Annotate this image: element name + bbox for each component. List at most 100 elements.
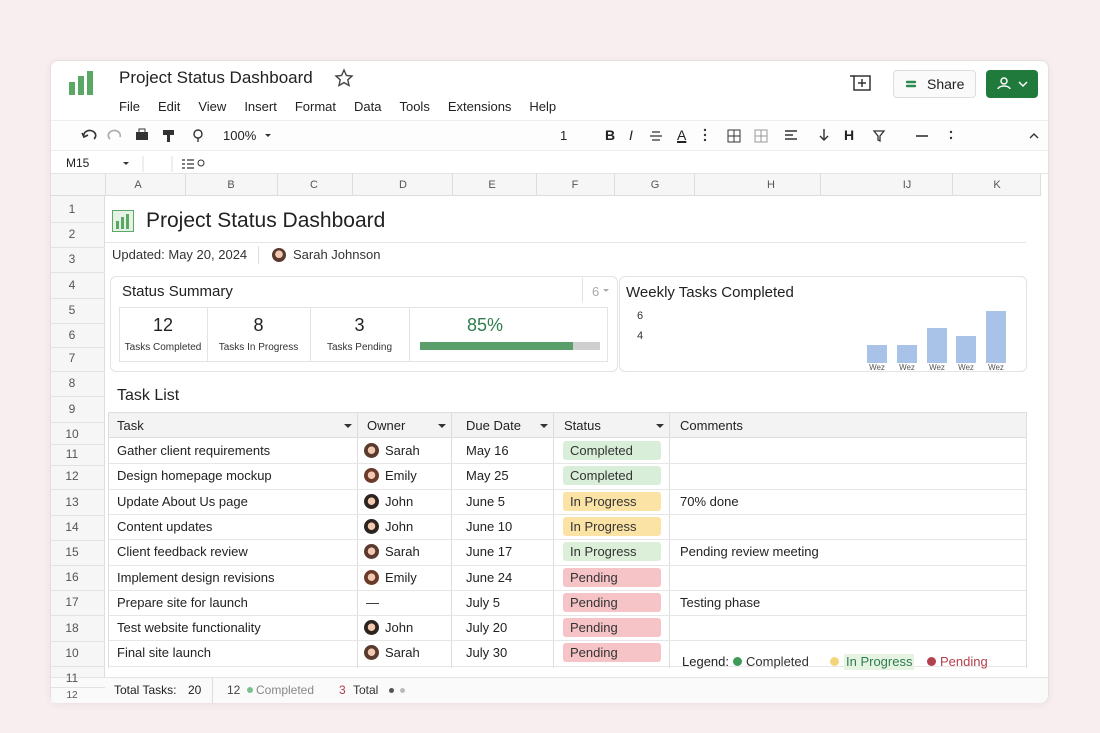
menu-item[interactable]: Format — [294, 99, 336, 114]
owner-avatar — [364, 645, 379, 661]
stat-label: Tasks In Progress — [218, 342, 299, 353]
completed-count: 12 — [227, 683, 241, 697]
due-date: July 30 — [466, 645, 508, 661]
pending-count: 3 — [339, 683, 346, 697]
total-label: Total Tasks: — [114, 683, 177, 697]
row-label: 11 — [65, 671, 79, 685]
table-header-cell[interactable]: Status — [564, 418, 601, 433]
row-line — [109, 488, 1026, 490]
status-pill: In Progress — [563, 516, 661, 536]
format-button[interactable]: H — [844, 127, 855, 143]
legend-label: Completed — [746, 654, 809, 669]
owner-name: — — [366, 594, 379, 610]
row-label: 2 — [68, 227, 76, 241]
app-title[interactable]: Project Status Dashboard — [119, 68, 313, 87]
owner-name: John — [385, 518, 414, 534]
font-size[interactable]: 1 — [560, 128, 568, 143]
stat-divider — [310, 308, 311, 361]
table-header-cell[interactable]: Comments — [680, 418, 743, 433]
row-line — [109, 615, 1026, 617]
toolbar — [51, 120, 1048, 151]
comment: Pending review meeting — [680, 544, 819, 560]
row-label: 8 — [68, 376, 76, 390]
column-label: B — [227, 179, 235, 191]
footer-bar — [51, 677, 1048, 703]
filter-arrow — [656, 424, 664, 428]
toolbar-icons-right — [650, 128, 1039, 143]
row-label: 5 — [68, 303, 76, 317]
chart: Weekly Tasks Completed 4 6 Wez Wez Wez Wez Wez — [626, 284, 1006, 372]
divider — [212, 678, 213, 703]
table-header-cell[interactable]: Task — [117, 418, 144, 433]
legend-dot — [830, 657, 839, 666]
toolbar-icons — [81, 128, 271, 142]
row-label: 7 — [68, 351, 76, 365]
star-icon[interactable] — [334, 68, 354, 88]
row-divider — [51, 564, 105, 566]
column-label: H — [767, 179, 775, 191]
menu-item[interactable]: View — [198, 99, 227, 114]
row-divider — [51, 297, 105, 299]
legend-title: Legend: — [682, 654, 729, 669]
column-label: IJ — [902, 179, 912, 191]
column-divider — [352, 174, 353, 196]
bar — [927, 328, 947, 363]
row-divider — [51, 346, 105, 348]
menu-item[interactable]: Tools — [399, 99, 430, 114]
menu-item[interactable]: File — [119, 99, 140, 114]
row-divider — [51, 489, 105, 490]
column-divider — [357, 413, 358, 668]
divider — [582, 278, 583, 302]
sheet-logo — [112, 210, 134, 232]
table-header-cell[interactable]: Due Date — [466, 418, 521, 433]
row-line — [109, 640, 1026, 642]
x-tick-label: Wez — [988, 363, 1004, 372]
comment-icon[interactable] — [849, 73, 873, 95]
table-header-cell[interactable]: Owner — [367, 418, 406, 433]
format-button[interactable]: A — [677, 127, 687, 143]
pending-label: Total — [353, 683, 379, 697]
bar — [867, 345, 887, 363]
x-tick-label: Wez — [929, 363, 945, 372]
owner-avatar — [364, 518, 379, 534]
menu-item[interactable]: Extensions — [447, 99, 512, 114]
column-header — [51, 174, 1040, 196]
stat-value: 12 — [152, 315, 174, 335]
stat-value: 8 — [253, 315, 264, 335]
owner-name: John — [385, 493, 414, 509]
menu-item[interactable]: Edit — [157, 99, 181, 114]
comment: Testing phase — [680, 594, 761, 610]
row-divider — [51, 687, 105, 688]
owner-avatar — [364, 544, 379, 560]
format-button[interactable]: I — [629, 127, 633, 143]
share-label[interactable]: Share — [927, 76, 965, 92]
menu-item[interactable]: Help — [529, 99, 557, 114]
task-name: Content updates — [117, 518, 213, 534]
bar — [986, 311, 1006, 363]
column-label: F — [571, 179, 579, 191]
row-line — [109, 539, 1026, 541]
row-divider — [51, 246, 105, 248]
task-name: Implement design revisions — [117, 569, 275, 585]
column-divider — [553, 413, 554, 668]
y-tick-label: 6 — [637, 310, 643, 322]
name-box[interactable]: M15 — [66, 156, 90, 170]
format-button[interactable]: B — [605, 127, 616, 143]
row-divider — [51, 640, 105, 642]
chart-title: Weekly Tasks Completed — [626, 284, 794, 301]
row-line — [109, 463, 1026, 465]
zoom[interactable]: 100% — [223, 128, 257, 143]
dropdown-arrow — [603, 289, 609, 292]
share-button[interactable] — [893, 70, 976, 98]
menu-item[interactable]: Insert — [244, 99, 277, 114]
comment: 70% done — [680, 493, 739, 509]
account-button[interactable] — [986, 70, 1038, 98]
status-pill: Pending — [563, 567, 661, 587]
summary-title: Status Summary — [122, 283, 233, 300]
dot — [389, 688, 394, 693]
task-name: Final site launch — [117, 645, 211, 661]
summary-badge[interactable]: 6 — [592, 284, 600, 299]
column-label: K — [993, 179, 1001, 191]
dot — [247, 687, 253, 693]
menu-item[interactable]: Data — [354, 99, 382, 114]
